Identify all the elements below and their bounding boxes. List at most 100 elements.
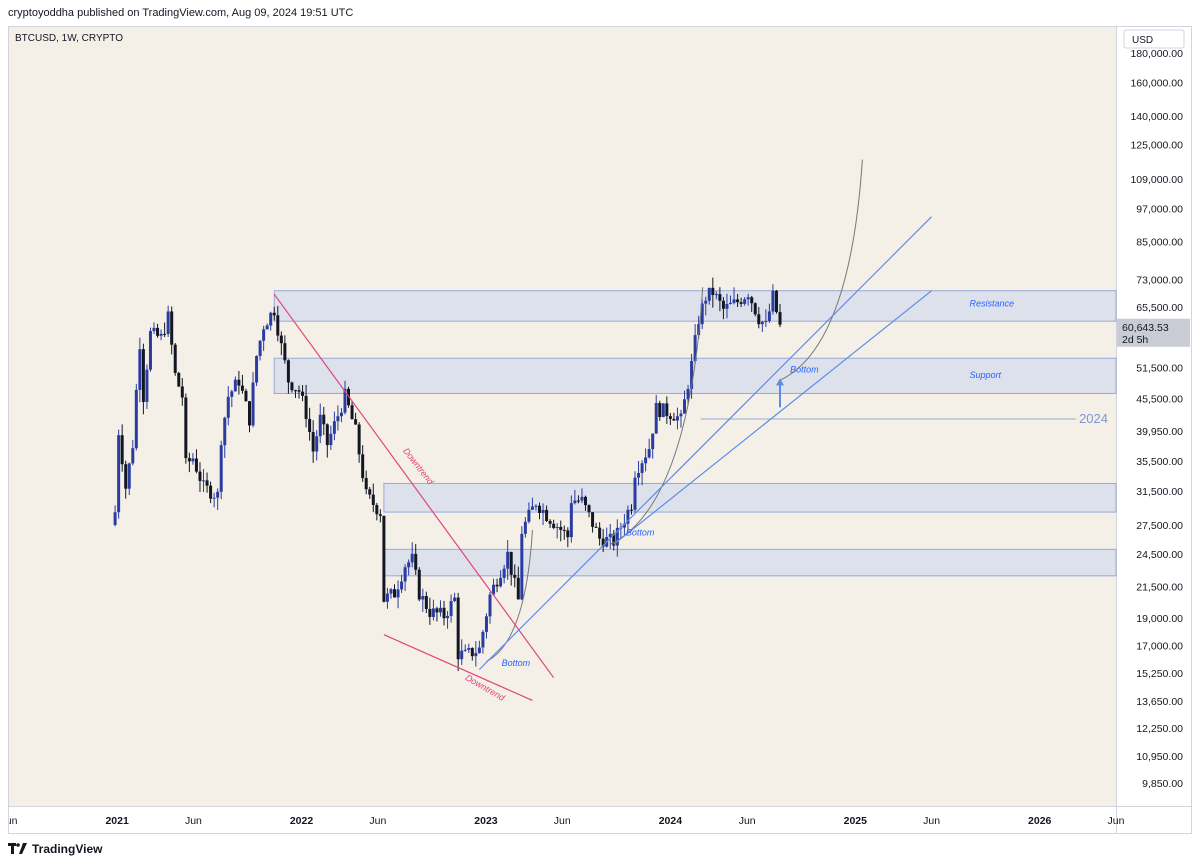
candle-body <box>194 458 198 472</box>
candle-body <box>329 433 333 446</box>
candle-body <box>120 435 124 465</box>
candle-body <box>718 294 722 301</box>
candle-body <box>591 512 595 527</box>
uptrend-line <box>613 290 932 545</box>
candle-body <box>467 647 471 650</box>
candle-body <box>255 355 259 383</box>
candle-body <box>668 416 672 419</box>
candle-body <box>488 594 492 617</box>
candle-body <box>453 597 457 602</box>
zone-box-2 <box>383 482 1117 513</box>
candle-body <box>728 302 732 304</box>
x-tick-label: 2023 <box>474 815 498 827</box>
candle-body <box>647 449 651 458</box>
current-price-label: 60,643.53 <box>1122 322 1169 334</box>
x-tick-label: Jun <box>185 815 202 827</box>
candle-body <box>290 382 294 391</box>
y-tick-label: 9,850.00 <box>1142 778 1183 790</box>
candle-body <box>262 329 266 341</box>
candle-body <box>325 424 329 446</box>
downtrend-line <box>383 634 533 702</box>
candle-body <box>693 335 697 362</box>
candle-body <box>612 533 616 546</box>
candle-body <box>375 504 379 515</box>
candle-body <box>428 608 432 617</box>
tradingview-brand[interactable]: TradingView <box>8 842 102 856</box>
candle-body <box>760 321 764 325</box>
candle-body <box>205 480 209 486</box>
candle-body <box>177 372 181 387</box>
candle-body <box>629 509 633 511</box>
candle-body <box>764 321 768 323</box>
annotation-bottom: Bottom <box>502 658 531 668</box>
candle-body <box>516 577 520 600</box>
candle-body <box>145 369 149 402</box>
x-tick-label: 2025 <box>844 815 868 827</box>
candle-body <box>743 299 747 304</box>
y-tick-label: 24,500.00 <box>1136 549 1183 561</box>
candle-body <box>594 526 598 528</box>
candle-body <box>555 526 559 528</box>
candle-body <box>410 553 414 563</box>
candle-body <box>226 396 230 418</box>
candle-body <box>322 414 326 425</box>
candle-body <box>173 344 177 373</box>
candle-body <box>481 631 485 648</box>
up-arrow-head <box>776 378 785 386</box>
candle-body <box>679 413 683 417</box>
candle-body <box>672 418 676 421</box>
candle-body <box>683 399 687 414</box>
y-tick-label: 13,650.00 <box>1136 696 1183 708</box>
candle-body <box>343 388 347 413</box>
candle-body <box>403 567 407 582</box>
attribution-bar: cryptoyoddha published on TradingView.co… <box>0 0 1200 26</box>
candle-body <box>778 312 782 325</box>
chart-frame <box>8 26 1192 834</box>
candle-body <box>240 385 244 391</box>
tradingview-logo-icon <box>8 843 27 854</box>
candle-body <box>251 382 255 426</box>
annotation-bottom: Bottom <box>626 528 655 538</box>
candle-body <box>711 287 715 295</box>
candle-body <box>389 589 393 594</box>
candle-body <box>283 343 287 361</box>
price-axis <box>1116 27 1191 833</box>
candle-body <box>272 312 276 316</box>
candle-body <box>279 335 283 344</box>
x-tick-label: Jun <box>9 815 18 827</box>
candle-body <box>509 551 513 575</box>
candle-body <box>502 568 506 578</box>
uptrend-line <box>478 216 933 670</box>
candle-body <box>357 424 361 455</box>
y-tick-label: 109,000.00 <box>1130 174 1183 186</box>
candle-body <box>573 500 577 504</box>
y-tick-label: 51,500.00 <box>1136 362 1183 374</box>
candle-body <box>566 530 570 538</box>
candle-body <box>350 405 354 420</box>
candle-body <box>559 526 563 530</box>
candle-body <box>339 412 343 417</box>
candle-body <box>736 299 740 303</box>
candle-body <box>463 649 467 651</box>
candle-body <box>633 477 637 510</box>
candle-body <box>527 509 531 522</box>
annotation-resistance: Resistance <box>969 298 1014 308</box>
candle-body <box>361 454 365 479</box>
candle-body <box>152 327 156 332</box>
candle-body <box>601 538 605 547</box>
x-tick-label: Jun <box>1108 815 1125 827</box>
candle-body <box>576 500 580 502</box>
countdown-label: 2d 5h <box>1122 334 1148 346</box>
y-tick-label: 10,950.00 <box>1136 751 1183 763</box>
symbol-label: BTCUSD, 1W, CRYPTO <box>15 33 123 44</box>
candle-body <box>382 515 386 602</box>
candle-body <box>569 503 573 538</box>
candle-body <box>626 509 630 524</box>
candle-body <box>753 303 757 315</box>
candle-body <box>513 574 517 578</box>
price-chart[interactable]: 2024ResistanceSupportBottomBottomBottomD… <box>9 27 1191 833</box>
candle-body <box>219 445 223 492</box>
brand-name: TradingView <box>32 842 103 856</box>
candle-body <box>495 584 499 587</box>
y-tick-label: 160,000.00 <box>1130 78 1183 90</box>
